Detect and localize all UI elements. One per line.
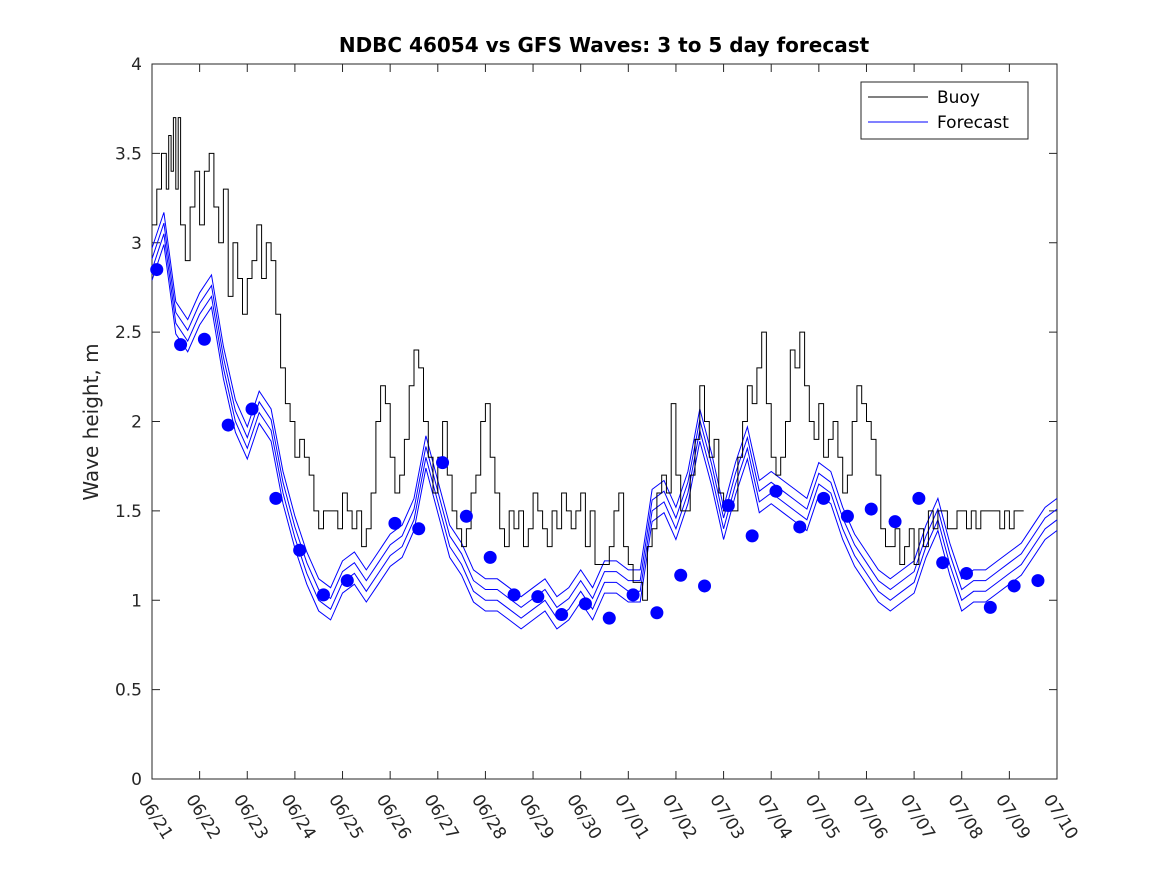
y-tick-label: 1 [131,591,142,611]
forecast-point [436,456,450,470]
chart-title: NDBC 46054 vs GFS Waves: 3 to 5 day fore… [339,33,870,57]
forecast-point [793,520,807,534]
forecast-point [840,509,854,523]
forecast-point [1031,574,1045,588]
forecast-point [650,606,664,620]
x-tick-label: 07/07 [896,791,939,843]
x-tick-label: 06/24 [277,791,320,843]
x-tick-label: 07/02 [658,791,701,843]
forecast-point [531,590,545,604]
forecast-point [555,608,569,622]
forecast-point [174,338,188,352]
x-tick-label: 06/22 [181,791,224,843]
forecast-point [340,574,354,588]
forecast-point [221,418,235,432]
forecast-point [674,568,688,582]
y-tick-label: 1.5 [115,502,142,522]
x-tick-label: 07/06 [848,791,891,843]
x-tick-label: 07/05 [801,791,844,843]
x-tick-label: 06/28 [467,791,510,843]
forecast-series-line [151,233,1058,619]
forecast-point [578,597,592,611]
forecast-point [507,588,521,602]
forecast-point [864,502,878,516]
series-layer [150,117,1058,630]
forecast-point [245,402,259,416]
forecast-ensemble-line-2 [151,244,1058,630]
forecast-point [459,509,473,523]
forecast-point [316,588,330,602]
forecast-point [936,556,950,570]
y-tick-label: 4 [131,55,142,75]
forecast-point [483,550,497,564]
forecast-point [888,515,902,529]
x-tick-label: 06/30 [562,791,605,843]
forecast-point [960,566,973,580]
y-tick-label: 3 [131,234,142,254]
y-tick-label: 2 [131,413,142,433]
forecast-ensemble-line-3 [151,212,1058,598]
forecast-point [912,491,926,505]
forecast-point [983,600,997,614]
forecast-point [269,491,283,505]
forecast-point [197,332,211,346]
forecast-point [412,522,426,536]
y-tick-label: 3.5 [115,144,142,164]
legend-buoy-label: Buoy [937,88,980,108]
x-tick-label: 07/08 [943,791,986,843]
x-tick-label: 07/10 [1039,791,1082,843]
forecast-point [698,579,712,593]
plot-frame [151,63,1058,780]
x-tick-label: 06/26 [372,791,415,843]
legend-forecast-label: Forecast [937,113,1009,133]
legend-box [860,81,1029,140]
forecast-point [293,543,307,557]
plot-area [151,63,1058,780]
forecast-point [626,588,640,602]
x-tick-label: 06/21 [134,791,177,843]
forecast-point [769,484,783,498]
x-tick-label: 07/03 [705,791,748,843]
x-tick-label: 06/27 [420,791,463,843]
forecast-point [602,611,616,625]
y-tick-label: 0.5 [115,681,142,701]
forecast-point [388,516,402,530]
y-axis-label: Wave height, m [79,343,103,500]
x-tick-label: 07/09 [991,791,1034,843]
legend: Buoy Forecast [860,81,1029,140]
forecast-point [150,263,164,277]
x-tick-label: 06/29 [515,791,558,843]
x-tick-label: 06/25 [324,791,367,843]
forecast-point [745,529,759,543]
y-tick-label: 0 [131,770,142,790]
forecast-point [1007,579,1021,593]
forecast-point [721,499,735,513]
y-tick-label: 2.5 [115,323,142,343]
x-tick-label: 06/23 [229,791,272,843]
buoy-series-line [152,117,1024,601]
forecast-point [817,491,831,505]
x-tick-label: 07/04 [753,791,796,843]
x-tick-label: 07/01 [610,791,653,843]
